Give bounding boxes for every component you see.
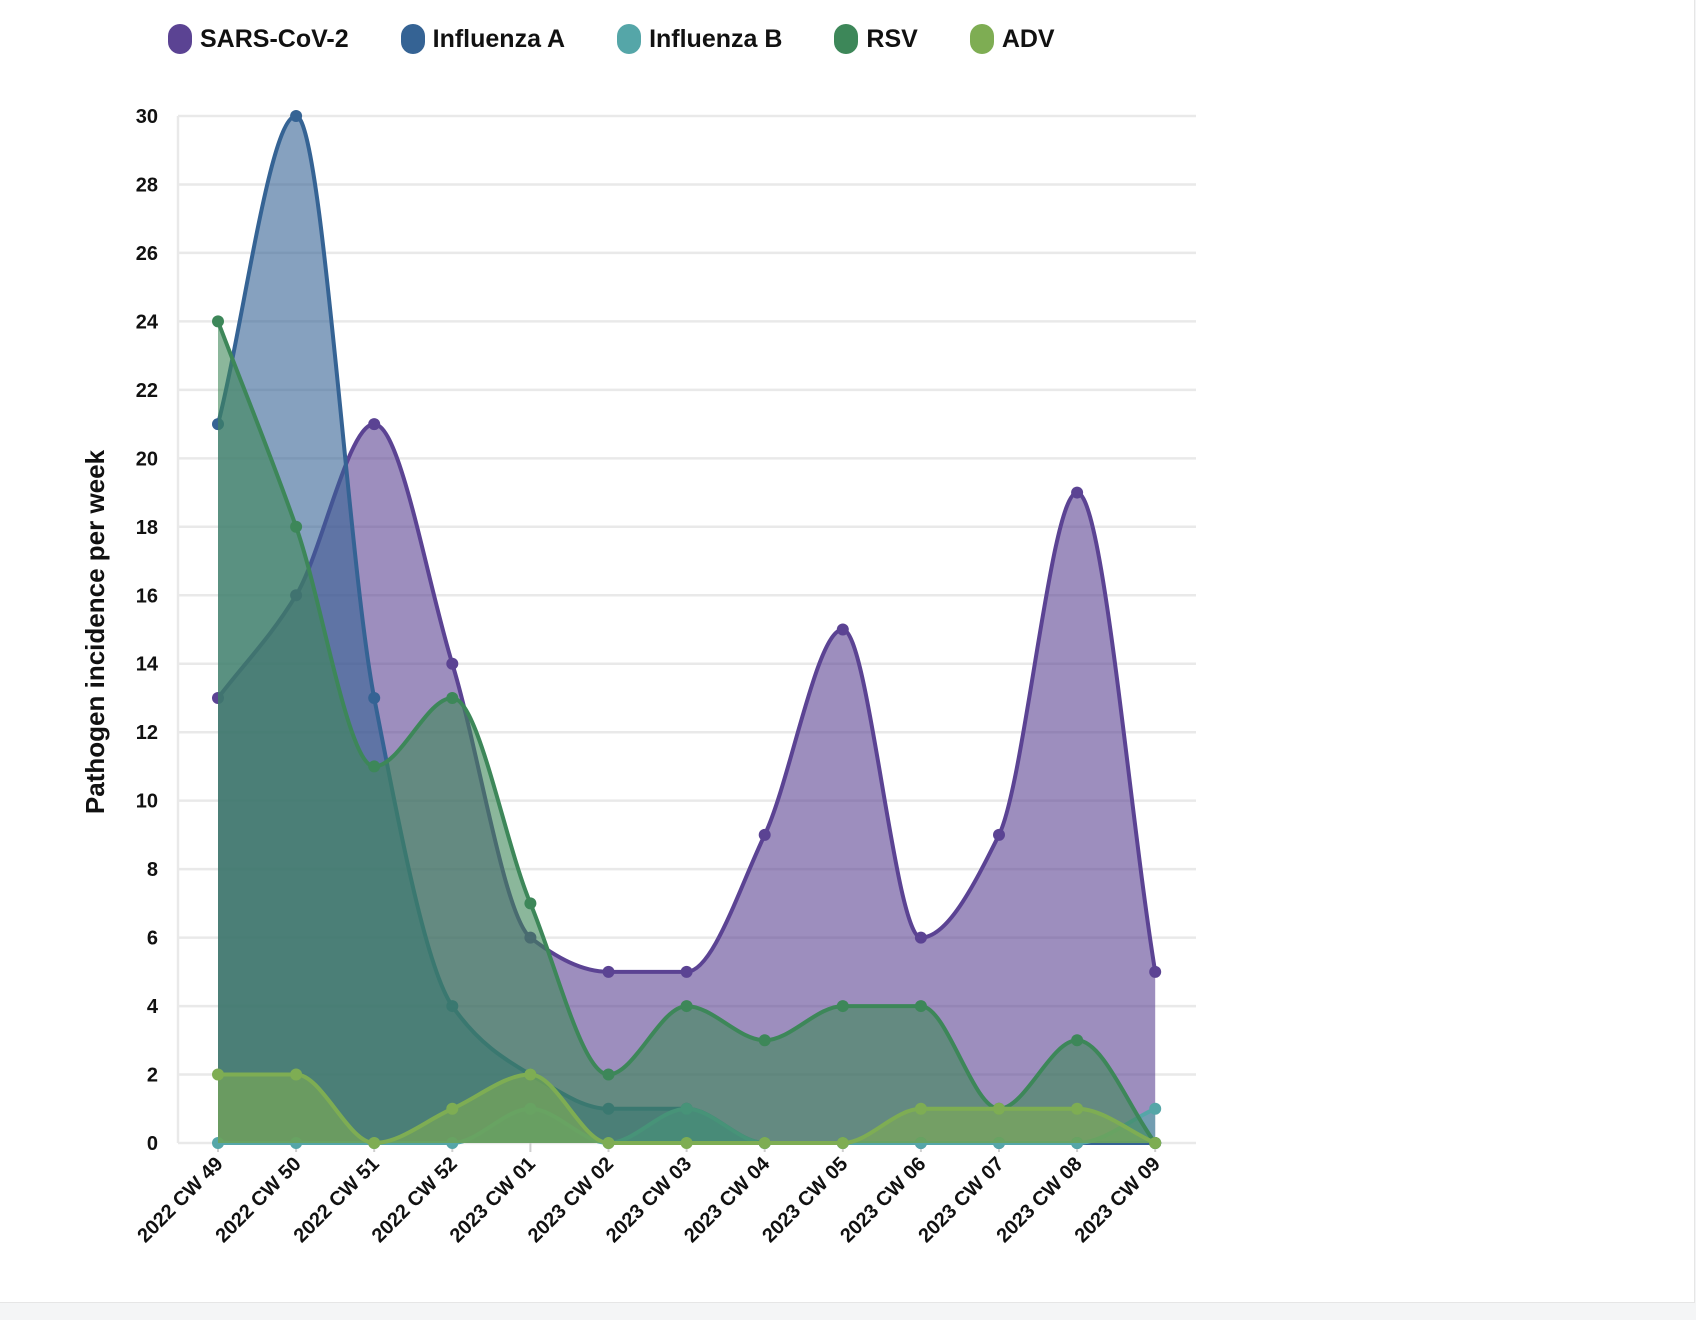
y-tick-label: 6 bbox=[147, 928, 158, 950]
y-tick-label: 4 bbox=[147, 996, 159, 1018]
legend-label-sars-cov-2: SARS-CoV-2 bbox=[200, 24, 349, 53]
data-point-sars-cov-2[interactable] bbox=[1149, 965, 1162, 978]
legend-item-influenza-b[interactable]: Influenza B bbox=[617, 24, 782, 54]
y-tick-label: 18 bbox=[136, 517, 158, 539]
y-tick-label: 22 bbox=[136, 380, 158, 402]
data-point-rsv[interactable] bbox=[212, 315, 224, 328]
area-rsv bbox=[218, 321, 1156, 1143]
y-tick-label: 20 bbox=[136, 448, 158, 470]
legend-label-influenza-b: Influenza B bbox=[649, 24, 783, 53]
data-point-adv[interactable] bbox=[836, 1137, 849, 1149]
data-point-adv[interactable] bbox=[524, 1068, 537, 1081]
data-point-rsv[interactable] bbox=[446, 691, 459, 704]
y-tick-label: 10 bbox=[136, 791, 158, 813]
data-point-influenza-a[interactable] bbox=[290, 110, 303, 122]
data-point-sars-cov-2[interactable] bbox=[758, 828, 771, 841]
y-tick-label: 8 bbox=[147, 859, 158, 881]
data-point-adv[interactable] bbox=[602, 1137, 615, 1149]
data-point-influenza-a[interactable] bbox=[368, 691, 381, 704]
data-point-adv[interactable] bbox=[368, 1137, 381, 1149]
y-tick-label: 12 bbox=[136, 722, 158, 744]
data-point-adv[interactable] bbox=[290, 1068, 303, 1081]
y-tick-label: 24 bbox=[136, 311, 159, 333]
y-tick-label: 14 bbox=[136, 654, 159, 676]
data-point-sars-cov-2[interactable] bbox=[914, 931, 927, 944]
data-point-rsv[interactable] bbox=[914, 1000, 927, 1013]
legend-item-rsv[interactable]: RSV bbox=[834, 24, 918, 54]
y-tick-label: 0 bbox=[147, 1133, 158, 1155]
y-tick-label: 30 bbox=[136, 106, 158, 128]
legend-item-adv[interactable]: ADV bbox=[969, 24, 1055, 54]
data-point-adv[interactable] bbox=[993, 1102, 1005, 1115]
data-point-adv[interactable] bbox=[914, 1102, 927, 1115]
data-point-sars-cov-2[interactable] bbox=[602, 965, 615, 978]
series-adv bbox=[212, 1068, 1162, 1149]
legend-swatch-influenza-a bbox=[400, 24, 425, 54]
data-point-rsv[interactable] bbox=[680, 1000, 693, 1013]
y-tick-label: 16 bbox=[136, 585, 158, 607]
legend-label-influenza-a: Influenza A bbox=[432, 24, 566, 53]
data-point-rsv[interactable] bbox=[524, 897, 537, 910]
data-point-influenza-b[interactable] bbox=[1149, 1102, 1162, 1115]
data-point-rsv[interactable] bbox=[758, 1034, 771, 1047]
legend-label-rsv: RSV bbox=[866, 24, 918, 53]
data-point-adv[interactable] bbox=[1149, 1137, 1162, 1149]
data-point-adv[interactable] bbox=[212, 1068, 224, 1081]
data-point-adv[interactable] bbox=[758, 1137, 771, 1149]
chart-legend: SARS-CoV-2 Influenza A Influenza B RSV ADV bbox=[168, 24, 1107, 54]
data-point-sars-cov-2[interactable] bbox=[1071, 486, 1084, 499]
data-point-sars-cov-2[interactable] bbox=[993, 828, 1005, 841]
data-point-adv[interactable] bbox=[446, 1102, 459, 1115]
data-point-sars-cov-2[interactable] bbox=[836, 623, 849, 636]
data-point-sars-cov-2[interactable] bbox=[368, 418, 381, 431]
data-point-sars-cov-2[interactable] bbox=[680, 965, 693, 978]
y-tick-label: 26 bbox=[136, 243, 158, 265]
data-point-rsv[interactable] bbox=[290, 520, 303, 533]
data-point-rsv[interactable] bbox=[602, 1068, 615, 1081]
area-adv bbox=[218, 1074, 1156, 1143]
legend-swatch-rsv bbox=[834, 24, 859, 54]
legend-item-sars-cov-2[interactable]: SARS-CoV-2 bbox=[168, 24, 349, 54]
legend-swatch-influenza-b bbox=[617, 24, 642, 54]
legend-item-influenza-a[interactable]: Influenza A bbox=[400, 24, 566, 54]
y-axis-title: Pathogen incidence per week bbox=[80, 449, 110, 814]
data-point-rsv[interactable] bbox=[368, 760, 381, 773]
data-point-rsv[interactable] bbox=[836, 1000, 849, 1013]
y-tick-label: 2 bbox=[147, 1065, 158, 1087]
data-point-sars-cov-2[interactable] bbox=[446, 657, 459, 670]
legend-swatch-sars-cov-2 bbox=[168, 24, 192, 54]
line-sars-cov-2 bbox=[216, 422, 1158, 974]
y-tick-label: 28 bbox=[136, 174, 158, 196]
data-point-rsv[interactable] bbox=[1071, 1034, 1084, 1047]
data-point-adv[interactable] bbox=[680, 1137, 693, 1149]
data-point-adv[interactable] bbox=[1071, 1102, 1084, 1115]
legend-label-adv: ADV bbox=[1001, 24, 1055, 53]
legend-swatch-adv bbox=[969, 24, 994, 54]
